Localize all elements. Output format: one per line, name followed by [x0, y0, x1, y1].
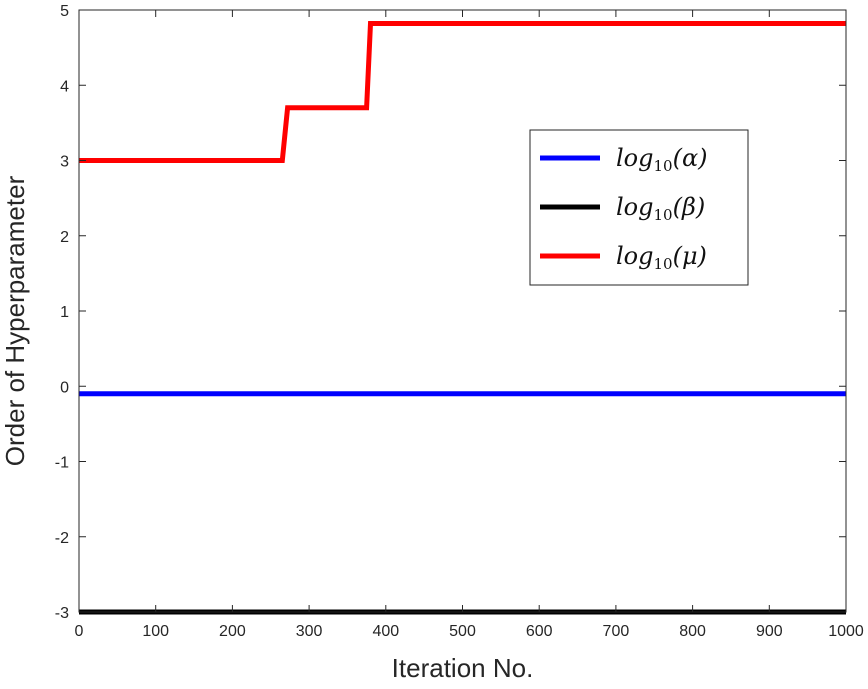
legend-entry-1: log10(α)	[616, 144, 708, 175]
y-tick-label: 4	[60, 78, 69, 95]
y-tick-label: 5	[60, 3, 69, 20]
y-tick-label: -2	[55, 530, 69, 547]
x-axis: 0 100 200 300 400 500 600 700 800 900 1000	[75, 10, 864, 640]
x-tick-label: 600	[526, 623, 553, 640]
y-axis-label: Order of Hyperparameter	[0, 175, 30, 466]
x-tick-label: 200	[219, 623, 246, 640]
y-tick-label: 2	[60, 229, 69, 246]
legend-label-subscript: 10	[654, 255, 673, 273]
x-tick-label: 100	[142, 623, 169, 640]
legend-label-base: log	[616, 242, 654, 270]
y-tick-label: -1	[55, 455, 69, 472]
legend-label-argument: (β)	[673, 193, 706, 221]
series-layer	[79, 21, 846, 615]
plot-frame	[78, 9, 847, 613]
x-tick-label: 800	[679, 623, 706, 640]
legend-label-subscript: 10	[654, 206, 673, 224]
legend: log10(α)log10(β)log10(μ)	[529, 129, 749, 286]
x-tick-label: 400	[372, 623, 399, 640]
series-line-3	[79, 21, 846, 163]
x-tick-label: 1000	[828, 623, 864, 640]
y-axis: -3 -2 -1 0 1 2 3 4 5	[55, 3, 846, 622]
x-axis-label: Iteration No.	[392, 653, 534, 683]
y-tick-label: 3	[60, 154, 69, 171]
x-tick-label: 0	[75, 623, 84, 640]
legend-label-base: log	[616, 193, 654, 221]
x-tick-label: 700	[603, 623, 630, 640]
legend-label-argument: (α)	[673, 144, 708, 172]
legend-label-base: log	[616, 144, 654, 172]
y-tick-label: 0	[60, 379, 69, 396]
x-tick-label: 500	[449, 623, 476, 640]
legend-label-argument: (μ)	[673, 242, 707, 270]
legend-label-subscript: 10	[654, 157, 673, 175]
x-tick-label: 300	[296, 623, 323, 640]
legend-entry-2: log10(β)	[616, 193, 705, 224]
y-tick-label: 1	[60, 304, 69, 321]
legend-entry-3: log10(μ)	[616, 242, 707, 273]
y-tick-label: -3	[55, 605, 69, 622]
x-tick-label: 900	[756, 623, 783, 640]
